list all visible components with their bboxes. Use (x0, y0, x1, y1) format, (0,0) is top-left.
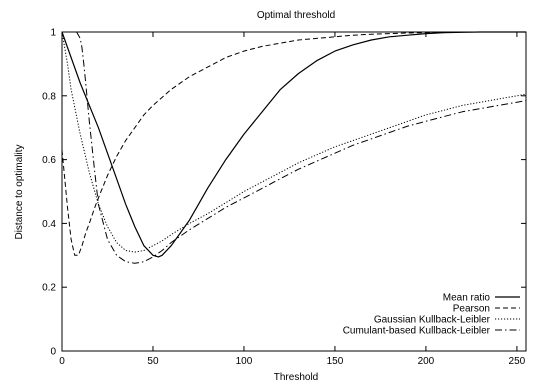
y-tick-label: 0.4 (42, 219, 56, 230)
series-line-pearson (61, 31, 526, 256)
chart-title: Optimal threshold (257, 10, 335, 21)
series-line-mean-ratio (61, 31, 526, 258)
legend-label: Gaussian Kullback-Leibler (374, 315, 491, 326)
x-tick-label: 50 (147, 356, 159, 367)
y-tick-label: 0.6 (42, 155, 56, 166)
x-axis-title: Threshold (274, 372, 318, 383)
axes (61, 31, 527, 352)
series-group (61, 31, 527, 264)
y-axis-title: Distance to optimality (14, 144, 25, 239)
plot-frame (61, 31, 527, 352)
x-tick-label: 100 (236, 356, 253, 367)
x-tick-label: 200 (418, 356, 435, 367)
series-line-gaussian-kullback-leibler (61, 31, 527, 253)
legend-label: Pearson (453, 304, 490, 315)
ticks: 0 50 100 150 200 250 0 0.2 0.4 0.6 0.8 1 (42, 28, 526, 367)
y-tick-label: 0 (50, 347, 56, 358)
x-tick-label: 150 (327, 356, 344, 367)
series-line-cumulant-based-kullback-leibler (62, 31, 527, 264)
x-tick-label: 250 (509, 356, 526, 367)
y-tick-label: 1 (50, 28, 56, 39)
y-tick-label: 0.2 (42, 283, 56, 294)
legend-label: Mean ratio (443, 293, 491, 304)
legend-label: Cumulant-based Kullback-Leibler (343, 326, 491, 337)
x-tick-label: 0 (59, 356, 65, 367)
y-tick-label: 0.8 (42, 91, 56, 102)
